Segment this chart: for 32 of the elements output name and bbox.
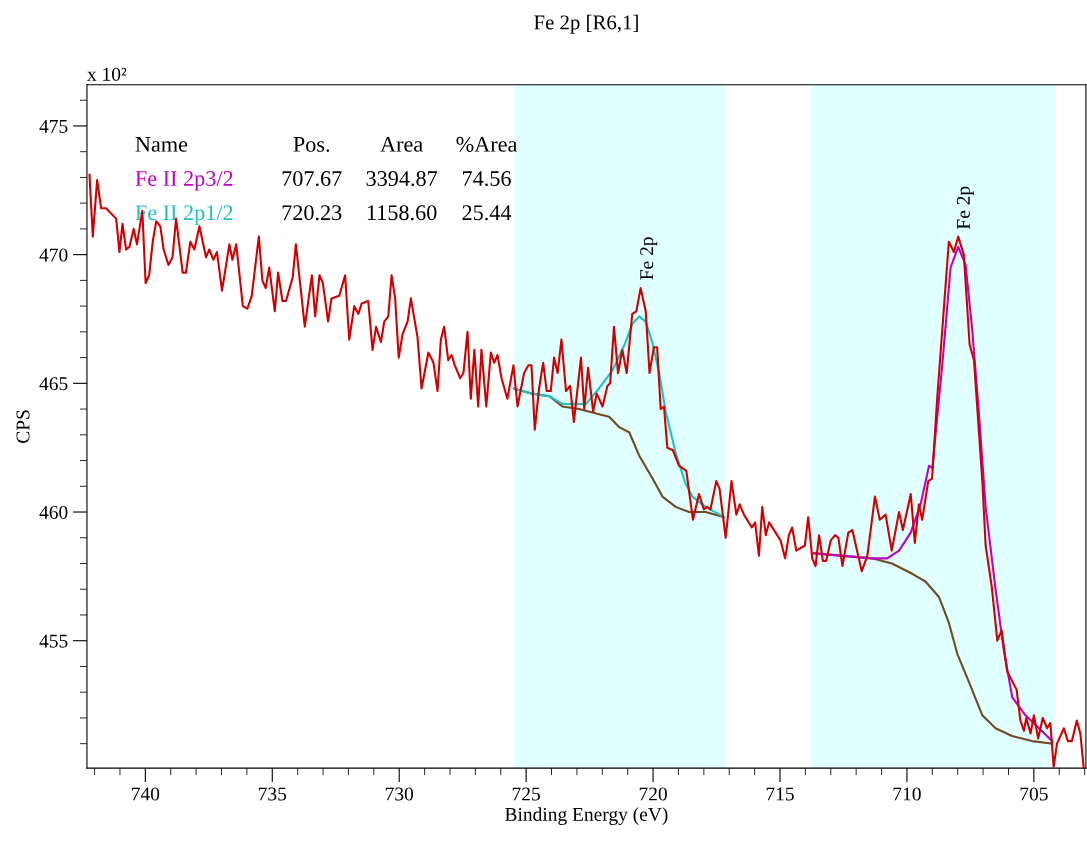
- annotation: 74.56: [463, 171, 511, 187]
- annotation: 720.23: [282, 205, 342, 221]
- x-tick-label: 715: [766, 787, 794, 801]
- annotation: Fe 2p: [640, 237, 658, 280]
- x-tick-label: 730: [385, 787, 414, 801]
- x-tick-label: 740: [132, 787, 160, 801]
- annotation: 3394.87: [366, 171, 438, 187]
- text: Fe II 2p3/2: [135, 171, 233, 191]
- annotation: Area: [380, 136, 423, 152]
- x-tick-label: 705: [1020, 787, 1048, 801]
- annotation: %Area: [456, 136, 518, 152]
- y-tick-label: 465: [39, 377, 68, 391]
- text: x 10²: [87, 67, 127, 81]
- annotation: Name: [135, 137, 188, 152]
- x-tick-label: 720: [639, 787, 667, 801]
- annotation: 707.67: [282, 171, 342, 187]
- x-axis-title: Binding Energy (eV): [505, 807, 668, 825]
- annotation: Pos.: [293, 137, 330, 152]
- chart-title: Fe 2p [R6,1]: [534, 14, 638, 34]
- y-tick-label: 460: [39, 505, 68, 519]
- x-tick-label: 735: [258, 787, 287, 801]
- x-tick-label: 710: [893, 787, 921, 801]
- annotation: 1158.60: [367, 205, 437, 221]
- y-tick-label: 455: [39, 634, 68, 648]
- y-tick-label: 475: [39, 119, 68, 133]
- line-series: [812, 245, 1054, 743]
- annotation: 25.44: [462, 205, 512, 221]
- line-series: [513, 315, 726, 519]
- y-tick-label: 470: [39, 248, 68, 262]
- annotation: Fe 2p: [956, 186, 974, 230]
- y-axis-title: CPS: [16, 410, 30, 443]
- x-tick-label: 725: [512, 787, 540, 801]
